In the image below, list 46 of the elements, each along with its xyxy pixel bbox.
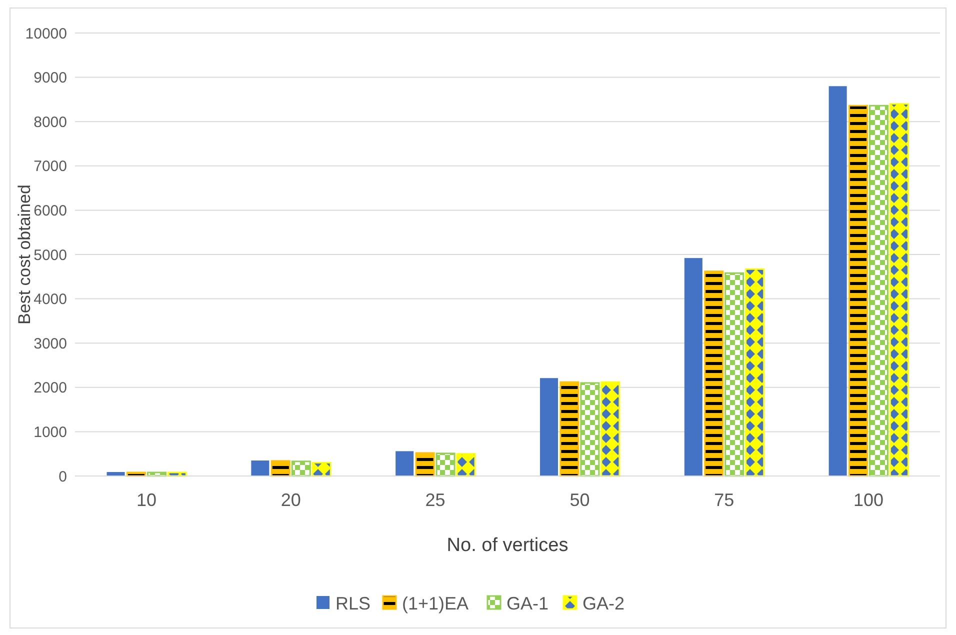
y-tick-label: 3000 (34, 335, 67, 352)
bar (415, 452, 435, 477)
bar (126, 472, 146, 477)
x-axis-title: No. of vertices (446, 535, 568, 556)
bar (291, 460, 311, 477)
y-axis-title: Best cost obtained (15, 184, 34, 324)
bar (704, 270, 724, 477)
y-tick-label: 1000 (34, 424, 67, 441)
bar (456, 453, 476, 477)
bar (580, 382, 600, 477)
bar (684, 258, 702, 476)
bar (167, 472, 187, 477)
y-tick-label: 7000 (34, 158, 67, 176)
y-tick-label: 10000 (25, 25, 67, 42)
x-tick-label: 25 (425, 490, 446, 510)
legend-label: (1+1)EA (402, 593, 469, 614)
x-tick-label: 10 (136, 490, 156, 510)
legend-label: RLS (336, 593, 371, 614)
x-tick-label: 50 (570, 490, 590, 510)
bar (724, 272, 744, 477)
y-tick-label: 4000 (34, 291, 67, 308)
bar (848, 104, 868, 477)
y-tick-label: 0 (58, 468, 67, 486)
bar (270, 460, 290, 477)
bar (600, 381, 620, 477)
y-tick-label: 2000 (34, 380, 67, 397)
bar (146, 472, 166, 477)
bar (868, 104, 889, 477)
bar (436, 452, 456, 477)
bar (745, 268, 765, 477)
y-tick-label: 8000 (34, 114, 67, 131)
bar (251, 460, 270, 476)
legend-label: GA-1 (506, 593, 549, 614)
bar (828, 86, 847, 476)
legend-label: GA-2 (582, 593, 625, 614)
bar (540, 378, 558, 476)
y-tick-label: 5000 (34, 246, 67, 264)
bar (312, 462, 332, 477)
x-tick-label: 100 (853, 490, 884, 510)
y-tick-label: 6000 (34, 202, 67, 220)
bar (889, 103, 909, 477)
x-tick-label: 20 (280, 490, 301, 510)
x-tick-label: 75 (714, 490, 734, 510)
y-tick-label: 9000 (34, 70, 67, 87)
bar (560, 381, 580, 477)
bar (396, 451, 414, 476)
